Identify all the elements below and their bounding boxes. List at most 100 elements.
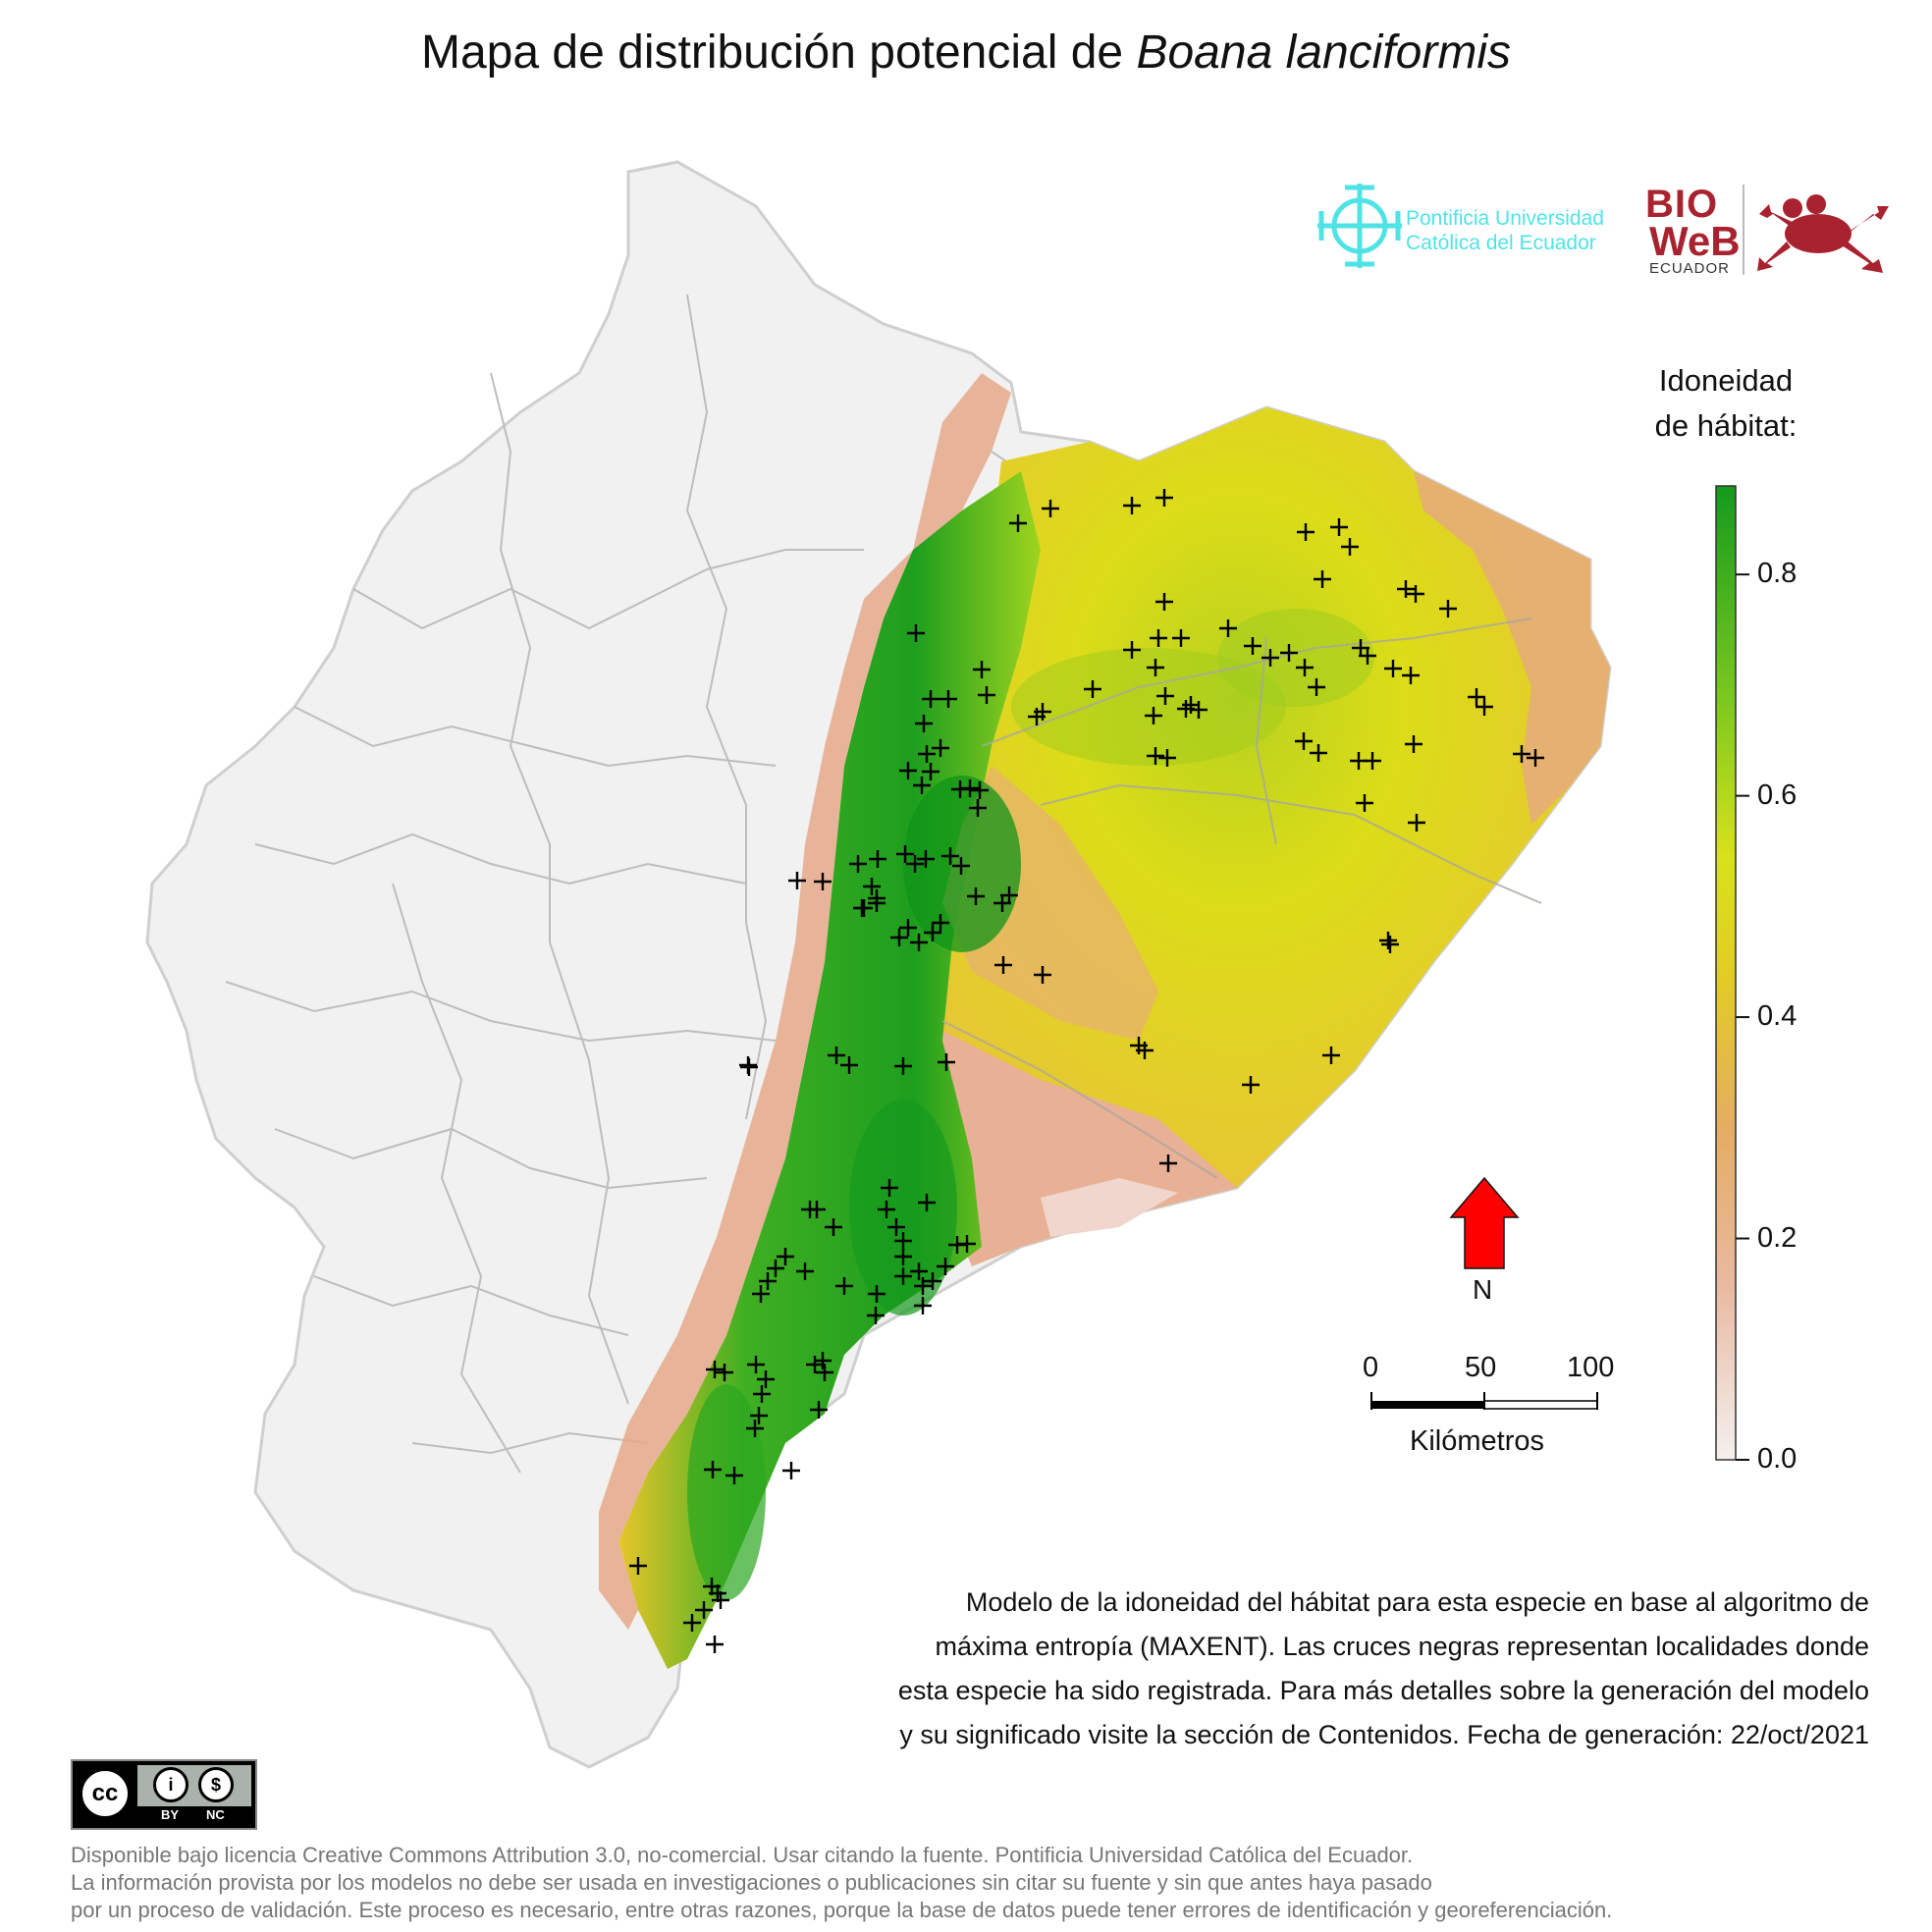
description-line3: esta especie ha sido registrada. Para má… bbox=[897, 1676, 1869, 1705]
occurrence-cross bbox=[840, 1056, 858, 1074]
occurrence-cross bbox=[910, 934, 928, 951]
occurrence-cross bbox=[910, 1262, 928, 1280]
description-line4: y su significado visite la sección de Co… bbox=[899, 1720, 1869, 1749]
occurrence-cross bbox=[1136, 1042, 1154, 1059]
occurrence-cross bbox=[801, 1201, 819, 1218]
suitability-green-east bbox=[1011, 648, 1286, 766]
legend-tick-label-4: 0.8 bbox=[1757, 558, 1798, 590]
scale-unit: Kilómetros bbox=[1410, 1425, 1544, 1457]
occurrence-cross bbox=[1158, 749, 1176, 767]
occurrence-cross bbox=[1513, 745, 1530, 763]
occurrence-cross bbox=[906, 855, 924, 873]
puce-logo-icon bbox=[1317, 184, 1402, 268]
map-title-species: Boana lanciformis bbox=[1136, 27, 1511, 79]
legend-tick-label-0: 0.0 bbox=[1757, 1443, 1798, 1475]
occurrence-cross bbox=[629, 1557, 647, 1575]
occurrence-cross bbox=[1308, 678, 1325, 696]
occurrence-cross bbox=[1034, 966, 1051, 984]
occurrence-cross bbox=[1261, 649, 1279, 667]
occurrence-cross bbox=[1408, 814, 1425, 832]
occurrence-cross bbox=[1123, 641, 1141, 659]
occurrence-cross bbox=[894, 1267, 912, 1285]
license-text: Disponible bajo licencia Creative Common… bbox=[71, 1842, 1916, 1924]
occurrence-cross bbox=[750, 1407, 768, 1424]
attribution-icon: i bbox=[153, 1767, 188, 1802]
occurrence-cross bbox=[1280, 644, 1298, 662]
occurrence-cross bbox=[938, 1053, 955, 1071]
occurrence-cross bbox=[1156, 687, 1174, 705]
occurrence-cross bbox=[1314, 570, 1331, 588]
puce-line1: Pontificia Universidad bbox=[1406, 207, 1604, 230]
occurrence-cross bbox=[1084, 680, 1101, 698]
occurrence-cross bbox=[907, 624, 925, 642]
description-line1: Modelo de la idoneidad del hábitat para … bbox=[965, 1587, 1869, 1617]
occurrence-cross bbox=[810, 1401, 828, 1419]
occurrence-cross bbox=[896, 845, 914, 863]
noncommercial-icon: $ bbox=[198, 1767, 234, 1802]
occurrence-cross bbox=[757, 1370, 775, 1388]
occurrence-cross bbox=[915, 715, 933, 732]
occurrence-cross bbox=[863, 878, 881, 895]
occurrence-cross bbox=[1405, 735, 1422, 753]
license-line1: Disponible bajo licencia Creative Common… bbox=[71, 1843, 1414, 1867]
occurrence-cross bbox=[1364, 752, 1381, 770]
occurrence-cross bbox=[969, 799, 987, 817]
occurrence-cross bbox=[941, 847, 959, 865]
occurrence-cross bbox=[1028, 708, 1046, 725]
occurrence-cross bbox=[894, 1248, 912, 1265]
cc-license-badge[interactable]: cc i $ BY NC bbox=[71, 1759, 257, 1830]
legend-ticks bbox=[1736, 573, 1749, 1461]
occurrence-cross bbox=[835, 1277, 853, 1295]
occurrence-cross bbox=[973, 661, 991, 678]
occurrence-cross bbox=[716, 1364, 733, 1381]
occurrence-cross bbox=[788, 872, 806, 889]
occurrence-cross bbox=[828, 1046, 845, 1064]
occurrence-cross bbox=[899, 762, 917, 779]
occurrence-cross bbox=[951, 780, 969, 798]
north-arrow bbox=[1449, 1176, 1520, 1269]
legend-tick-label-1: 0.2 bbox=[1757, 1221, 1798, 1254]
scale-bar bbox=[1370, 1392, 1598, 1410]
occurrence-cross bbox=[796, 1262, 814, 1280]
license-line2: La información provista por los modelos … bbox=[71, 1870, 1432, 1895]
occurrence-cross bbox=[695, 1601, 713, 1619]
map-title: Mapa de distribución potencial de Boana … bbox=[0, 26, 1932, 80]
occurrence-cross bbox=[767, 1260, 784, 1277]
occurrence-cross bbox=[887, 1218, 905, 1236]
occurrence-cross bbox=[1310, 744, 1327, 762]
occurrence-cross bbox=[914, 1277, 932, 1295]
occurrence-cross bbox=[706, 1636, 724, 1653]
occurrence-cross bbox=[978, 686, 995, 704]
occurrence-cross bbox=[924, 1272, 941, 1290]
occurrence-cross bbox=[1123, 497, 1141, 514]
legend-title-line1: Idoneidad bbox=[1658, 363, 1794, 398]
occurrence-cross bbox=[739, 1056, 757, 1074]
suitability-andean-fringe bbox=[599, 373, 1011, 1630]
occurrence-cross bbox=[806, 1356, 824, 1373]
occurrence-cross bbox=[922, 763, 939, 780]
occurrence-cross bbox=[1244, 637, 1261, 655]
license-line3: por un proceso de validación. Este proce… bbox=[71, 1898, 1613, 1922]
occurrence-cross bbox=[924, 924, 941, 941]
description-line2: máxima entropía (MAXENT). Las cruces neg… bbox=[935, 1632, 1869, 1661]
occurrence-cross bbox=[958, 1235, 976, 1253]
occurrence-cross bbox=[1384, 660, 1402, 677]
occurrence-cross bbox=[777, 1248, 794, 1265]
occurrence-cross bbox=[1155, 593, 1173, 611]
occurrence-cross bbox=[914, 1297, 932, 1315]
occurrence-cross bbox=[725, 1467, 743, 1484]
occurrence-cross bbox=[918, 745, 936, 763]
occurrence-cross bbox=[1407, 585, 1424, 603]
occurrence-cross bbox=[913, 777, 931, 794]
legend-tick-label-3: 0.6 bbox=[1757, 778, 1798, 811]
occurrence-cross bbox=[894, 1057, 912, 1075]
occurrence-cross bbox=[1009, 514, 1027, 532]
occurrence-cross bbox=[868, 1285, 886, 1303]
occurrence-cross bbox=[1150, 629, 1167, 647]
occurrence-cross bbox=[1527, 749, 1544, 767]
occurrence-cross bbox=[1297, 523, 1315, 541]
occurrence-cross bbox=[1381, 936, 1399, 953]
occurrence-cross bbox=[917, 850, 935, 868]
occurrence-cross bbox=[1295, 732, 1313, 750]
